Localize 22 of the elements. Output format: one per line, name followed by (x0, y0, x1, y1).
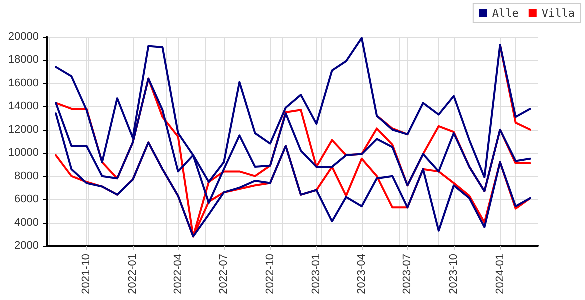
x-tick-label: 2022-07 (218, 254, 230, 294)
y-tick-label: 2000 (14, 240, 39, 252)
y-tick-label: 16000 (8, 77, 39, 90)
y-tick-label: 10000 (8, 147, 39, 160)
y-tick-label: 12000 (8, 124, 39, 136)
y-tick-label: 20000 (8, 31, 39, 43)
x-tick-label: 2023-10 (448, 254, 460, 294)
x-tick-label: 2021-10 (80, 254, 93, 294)
x-tick-label: 2023-01 (310, 254, 323, 294)
x-tick-label: 2022-10 (264, 254, 276, 294)
x-tick-label: 2024-01 (494, 254, 506, 294)
y-tick-label: 6000 (14, 194, 39, 206)
y-tick-label: 18000 (8, 54, 39, 66)
x-tick-label: 2023-04 (356, 254, 368, 294)
y-tick-label: 8000 (14, 170, 39, 182)
y-tick-label: 14000 (8, 100, 39, 113)
x-tick-label: 2022-04 (172, 254, 184, 294)
x-tick-label: 2022-01 (127, 254, 140, 294)
legend-label: Villa (542, 7, 576, 20)
legend-label: Alle (492, 7, 519, 20)
y-tick-label: 4000 (14, 216, 39, 229)
x-tick-label: 2023-07 (402, 254, 414, 294)
